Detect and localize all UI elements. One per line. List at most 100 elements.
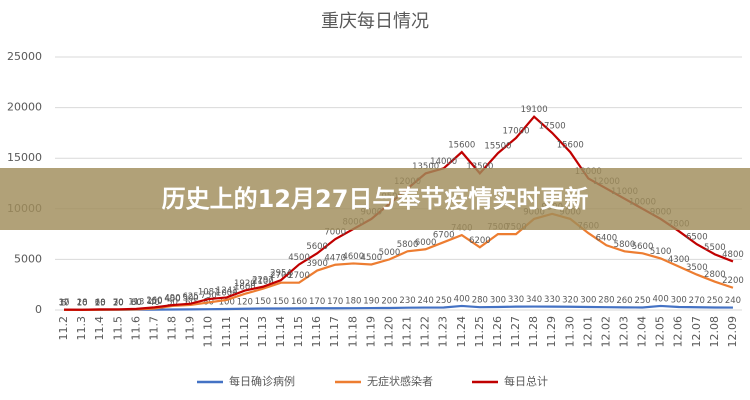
data-label: 180 [345,297,361,307]
data-label: 1000 [216,288,238,298]
data-label: 4470 [324,253,346,263]
data-label: 7000 [324,228,346,238]
data-label: 1081 [198,288,220,298]
data-label: 300 [671,295,687,305]
data-label: 30 [113,298,124,308]
data-label: 5800 [397,240,419,250]
x-tick-label: 11.6 [129,316,142,341]
x-tick-label: 11.21 [401,316,414,348]
data-label: 2700 [288,271,310,281]
x-tick-label: 12.01 [581,316,594,348]
banner-title: 历史上的12月27日与奉节疫情实时更新 [162,185,589,213]
data-label: 150 [273,297,289,307]
legend-label: 每日总计 [504,374,548,388]
data-label: 4300 [668,255,690,265]
data-label: 30 [131,298,142,308]
data-label: 280 [472,296,488,306]
data-label: 70 [113,298,124,308]
y-tick-label: 15000 [7,151,42,164]
x-tick-label: 12.05 [654,316,667,348]
y-tick-label: 0 [35,303,42,316]
x-tick-label: 11.19 [364,316,377,348]
data-label: 750 [201,291,217,301]
data-label: 13500 [412,162,439,172]
data-label: 20 [113,298,124,308]
data-label: 2954 [270,269,292,279]
x-tick-label: 11.8 [166,316,179,341]
x-tick-label: 11.2 [57,316,70,341]
y-tick-label: 20000 [7,101,42,114]
data-label: 6700 [433,231,455,241]
data-label: 5800 [614,240,636,250]
data-label: 6500 [686,233,708,243]
data-label: 400 [164,294,180,304]
data-label: 1600 [234,282,256,292]
data-label: 14000 [430,157,457,167]
data-label: 250 [707,296,723,306]
x-tick-label: 11.20 [382,316,395,348]
data-label: 230 [399,296,415,306]
y-tick-label: 5000 [14,252,42,265]
x-tick-label: 11.22 [419,316,432,348]
data-label: 260 [616,296,632,306]
x-tick-label: 11.9 [184,316,197,341]
data-label: 300 [490,295,506,305]
data-label: 100 [219,297,235,307]
data-label: 2700 [270,271,292,281]
x-tick-label: 11.13 [256,316,269,348]
x-tick-label: 11.27 [509,316,522,348]
x-tick-label: 11.29 [545,316,558,348]
data-label: 5500 [704,243,726,253]
data-label: 15500 [484,142,511,152]
data-label: 2800 [704,270,726,280]
data-label: 19100 [521,105,548,115]
data-label: 2200 [722,276,744,286]
data-label: 240 [418,296,434,306]
data-label: 10 [77,298,88,308]
data-label: 625 [182,292,198,302]
data-label: 200 [381,296,397,306]
x-tick-label: 11.17 [328,316,341,348]
x-tick-label: 12.07 [690,316,703,348]
data-label: 17000 [502,126,529,136]
data-label: 320 [562,295,578,305]
data-label: 4500 [288,253,310,263]
data-label: 5000 [379,248,401,258]
data-label: 6400 [596,234,618,244]
data-label: 150 [146,297,162,307]
data-label: 240 [725,296,741,306]
data-label: 3900 [306,259,328,269]
legend-label: 每日确诊病例 [229,374,295,388]
x-tick-label: 11.12 [238,316,251,348]
data-label: 1920 [234,279,256,289]
x-tick-label: 11.5 [111,316,124,341]
x-tick-label: 11.4 [93,316,106,341]
y-tick-label: 25000 [7,50,42,63]
data-label: 4800 [722,250,744,260]
data-label: 160 [291,297,307,307]
x-tick-label: 11.11 [220,316,233,348]
data-label: 490 [164,294,180,304]
data-label: 300 [580,295,596,305]
x-tick-label: 12.02 [599,316,612,348]
data-label: 280 [598,296,614,306]
x-tick-label: 11.26 [491,316,504,348]
series-line [64,304,733,311]
data-label: 170 [327,297,343,307]
data-label: 5600 [632,242,654,252]
x-tick-label: 11.25 [473,316,486,348]
data-label: 28 [77,298,88,308]
data-label: 500 [182,293,198,303]
data-label: 330 [544,295,560,305]
x-tick-label: 11.7 [147,316,160,341]
data-label: 10 [59,298,70,308]
data-label: 1241 [216,286,238,296]
data-label: 13500 [466,162,493,172]
x-tick-label: 12.06 [672,316,685,348]
plot-area: 050001000015000200002500011.211.311.411.… [7,50,744,388]
x-tick-label: 11.15 [292,316,305,348]
data-label: 60 [95,298,106,308]
data-label: 2100 [252,277,274,287]
data-label: 5100 [650,247,672,257]
